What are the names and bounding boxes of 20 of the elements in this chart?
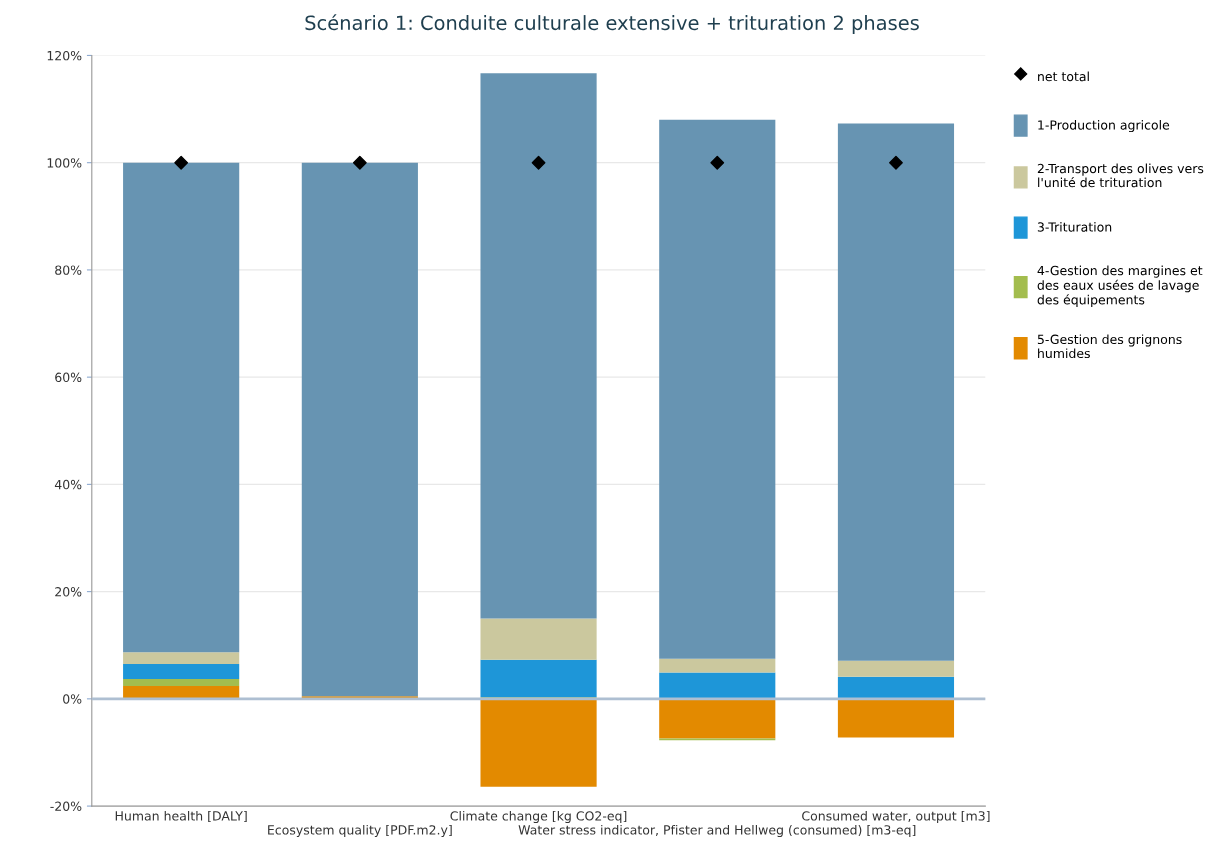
legend-label: 3-Trituration xyxy=(1037,222,1112,232)
legend-label: net total xyxy=(1038,71,1089,82)
chart-title: Scénario 1: Conduite culturale extensive + trituration 2 phases xyxy=(305,14,919,34)
x-tick-label: Climate change [kg CO2-eq] xyxy=(450,810,627,824)
y-tick-label: 100% xyxy=(47,158,82,168)
legend-label: 5-Gestion des grignons humides xyxy=(1037,334,1182,359)
legend-label: 4-Gestion des margines et des eaux usées de lavage des équipements xyxy=(1037,265,1203,307)
x-tick-label: Ecosystem quality [PDF.m2.y] xyxy=(268,824,452,838)
y-tick-label: 80% xyxy=(55,265,82,275)
y-tick-label: 60% xyxy=(55,372,82,383)
x-tick-label: Consumed water, output [m3] xyxy=(802,810,990,824)
y-tick-label: 40% xyxy=(54,479,82,490)
y-tick-label: 0% xyxy=(63,694,82,704)
x-tick-label: Human health [DALY] xyxy=(115,810,247,823)
y-tick-label: -20% xyxy=(50,801,82,812)
x-tick-label: Water stress indicator, Pfister and Hellweg (consumed) [m3-eq] xyxy=(518,824,916,838)
y-tick-label: 20% xyxy=(55,587,82,597)
y-tick-label: 120% xyxy=(47,50,82,61)
legend-label: 2-Transport des olives vers l'unité de trituration xyxy=(1037,163,1204,188)
legend-label: 1-Production agricole xyxy=(1038,120,1170,133)
